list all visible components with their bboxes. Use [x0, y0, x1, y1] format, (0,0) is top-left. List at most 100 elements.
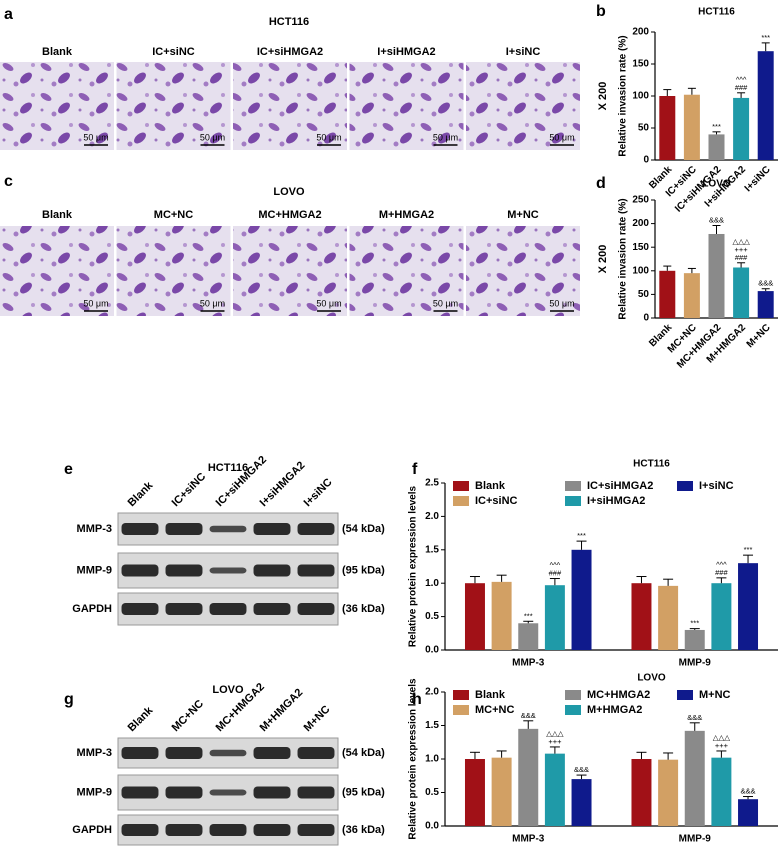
legend-label: I+siHMGA2: [587, 495, 645, 507]
annotation: &&&: [758, 279, 773, 288]
scale-label: 50 μm: [200, 132, 225, 142]
blot-band: [165, 564, 203, 577]
annotation: ^^^: [550, 561, 561, 570]
scale-label: 50 μm: [316, 298, 341, 308]
micrograph: [233, 226, 347, 316]
scale-label: 50 μm: [433, 298, 458, 308]
x-tick-label: MMP-3: [512, 658, 545, 669]
annotation: ***: [577, 531, 586, 540]
legend-swatch: [565, 496, 581, 506]
bar: [544, 753, 565, 826]
y-tick-label: 0.5: [425, 611, 439, 622]
bar: [708, 233, 725, 318]
chart-title: LOVO: [702, 179, 731, 190]
image-label: Blank: [42, 46, 73, 58]
scale-label: 50 μm: [83, 298, 108, 308]
bar: [683, 94, 700, 160]
blot-band: [297, 603, 335, 615]
blot-band: [297, 747, 335, 759]
blot-band: [253, 564, 291, 577]
panel-label: e: [64, 461, 73, 478]
side-note: X 200: [597, 245, 609, 274]
blot-band: [165, 824, 203, 836]
y-tick-label: 2.5: [425, 478, 439, 489]
x-tick-label: MMP-9: [679, 658, 712, 669]
annotation: ***: [761, 33, 770, 42]
blot-band: [253, 824, 291, 836]
size-label: (36 kDa): [342, 824, 385, 836]
panel-label: b: [596, 3, 606, 20]
micrograph: [0, 62, 114, 150]
y-tick-label: 200: [632, 27, 649, 38]
blot-band: [297, 564, 335, 577]
micrograph: [466, 62, 580, 150]
blot-band: [297, 523, 335, 535]
legend-label: MC+NC: [475, 704, 514, 716]
scale-label: 50 μm: [200, 298, 225, 308]
size-label: (95 kDa): [342, 564, 385, 576]
blot-band: [209, 824, 247, 836]
annotation: ###: [735, 83, 748, 92]
bar: [708, 134, 725, 160]
blot-band: [165, 786, 203, 799]
image-label: M+HMGA2: [379, 209, 434, 221]
micrograph: [116, 62, 231, 150]
size-label: (54 kDa): [342, 747, 385, 759]
annotation: △△△: [713, 733, 732, 742]
annotation: ^^^: [736, 75, 747, 84]
scale-label: 50 μm: [549, 132, 574, 142]
annotation: ***: [744, 545, 753, 554]
chart-title: HCT116: [633, 459, 670, 470]
bar: [464, 759, 485, 826]
blot-band: [253, 603, 291, 615]
row-label: MMP-3: [77, 747, 112, 759]
blot-band: [209, 603, 247, 615]
blot-band: [209, 789, 247, 796]
micrograph: [349, 226, 464, 316]
legend-swatch: [677, 690, 693, 700]
annotation: +++: [715, 741, 729, 750]
annotation: ###: [715, 568, 728, 577]
legend-swatch: [677, 481, 693, 491]
annotation: ***: [690, 619, 699, 628]
y-tick-label: 1.5: [425, 720, 439, 731]
bar: [544, 585, 565, 650]
panel-label: c: [4, 173, 13, 190]
bar: [571, 549, 592, 650]
y-axis-label: Relative invasion rate (%): [618, 35, 629, 156]
legend-label: Blank: [475, 689, 506, 701]
blot-band: [165, 747, 203, 759]
bar: [571, 779, 592, 826]
legend-label: MC+HMGA2: [587, 689, 650, 701]
image-label: I+siNC: [506, 46, 541, 58]
blot-band: [165, 523, 203, 535]
bar: [733, 267, 750, 318]
scale-label: 50 μm: [316, 132, 341, 142]
scale-label: 50 μm: [433, 132, 458, 142]
lane-label: Blank: [126, 479, 156, 509]
x-tick-label: M+NC: [745, 322, 773, 350]
blot-band: [253, 747, 291, 759]
size-label: (36 kDa): [342, 603, 385, 615]
bar: [757, 291, 774, 318]
annotation: ***: [712, 122, 721, 131]
x-tick-label: MMP-3: [512, 834, 545, 845]
legend-swatch: [453, 690, 469, 700]
y-tick-label: 0.0: [425, 645, 439, 656]
bar: [518, 623, 539, 650]
legend-swatch: [565, 705, 581, 715]
annotation: △△△: [732, 237, 751, 246]
blot-band: [209, 525, 247, 533]
y-tick-label: 0: [643, 155, 649, 166]
x-tick-label: MMP-9: [679, 834, 712, 845]
lane-label: MC+NC: [170, 698, 206, 734]
y-axis-label: Relative protein expression levels: [408, 485, 419, 647]
annotation: &&&: [709, 215, 724, 224]
row-label: GAPDH: [72, 603, 112, 615]
lane-label: Blank: [126, 704, 156, 734]
size-label: (54 kDa): [342, 523, 385, 535]
y-axis-label: Relative invasion rate (%): [618, 198, 629, 319]
panel-title: HCT116: [269, 16, 309, 28]
y-tick-label: 200: [632, 218, 649, 229]
y-tick-label: 150: [632, 59, 649, 70]
